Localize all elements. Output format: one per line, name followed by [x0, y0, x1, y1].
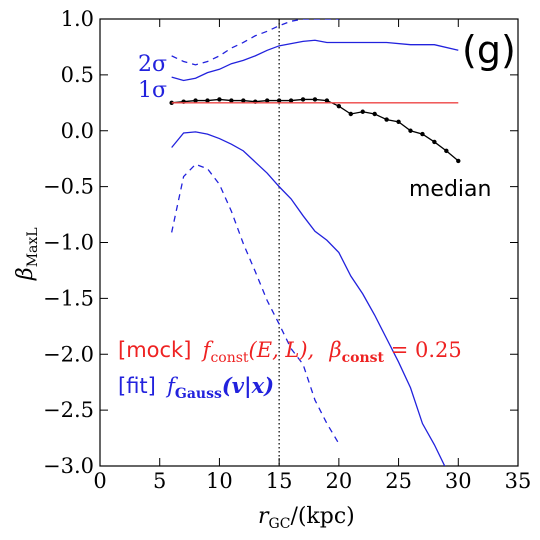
x-tick-label: 25 — [385, 469, 412, 493]
one-sigma-label: 1σ — [138, 78, 167, 103]
fit-f-sub: Gauss — [175, 386, 222, 402]
median-point — [420, 131, 425, 137]
median-point — [241, 98, 246, 103]
axis-ticks — [99, 18, 519, 467]
x-tick-label: 0 — [93, 469, 106, 493]
median-point — [169, 100, 174, 106]
mock-tag: [mock] — [118, 338, 191, 362]
median-point — [432, 139, 437, 145]
y-tick-label: −1.0 — [43, 231, 94, 255]
median-point — [348, 111, 353, 117]
fit-annotation: [fit] fGauss(v|x) — [118, 373, 274, 402]
median-point — [396, 119, 401, 125]
median-point — [265, 98, 270, 103]
x-tick-label: 35 — [505, 469, 532, 493]
fit-f: f — [165, 374, 178, 398]
median-line — [171, 98, 459, 162]
plot-area — [169, 19, 461, 466]
median-point — [288, 98, 294, 103]
x-tick-label: 20 — [325, 469, 352, 493]
two-sigma-upper-line — [171, 19, 339, 66]
y-axis-label: βMaxL — [13, 227, 41, 281]
x-axis-label-main: r — [258, 504, 270, 529]
y-tick-label: −2.5 — [43, 398, 94, 422]
median-point — [217, 97, 222, 102]
y-tick-label: −0.5 — [43, 175, 94, 199]
mock-beta-sub: const — [342, 350, 385, 366]
mock-args: (E, L), — [249, 338, 315, 362]
two-sigma-label: 2σ — [138, 52, 167, 77]
y-axis-label-main: β — [13, 267, 38, 281]
y-tick-label: 0.0 — [61, 119, 94, 143]
median-point — [312, 97, 318, 102]
y-tick-label: −2.0 — [43, 342, 94, 366]
panel-label: (g) — [462, 28, 516, 72]
fit-args: (v|x) — [222, 373, 274, 398]
series-layer — [169, 19, 461, 466]
median-point — [360, 109, 365, 114]
median-point — [456, 158, 461, 164]
two-sigma-lower-line — [171, 163, 340, 444]
y-tick-label: −1.5 — [43, 286, 94, 310]
median-point — [193, 98, 198, 103]
median-point — [408, 128, 413, 133]
one-sigma-upper-line — [171, 39, 459, 82]
median-point — [205, 98, 210, 103]
y-axis-label-sub: MaxL — [25, 227, 41, 267]
median-point — [336, 103, 342, 109]
x-tick-label: 15 — [266, 469, 293, 493]
median-point — [276, 98, 282, 103]
mock-annotation: [mock] fconst(E, L), βconst = 0.25 — [118, 338, 462, 366]
median-point — [300, 97, 306, 102]
fit-tag: [fit] — [118, 374, 156, 398]
y-tick-label: 1.0 — [61, 7, 94, 31]
median-point — [324, 98, 330, 103]
one-sigma-lower-line — [171, 131, 446, 466]
median-point — [372, 111, 377, 117]
tick-labels: 0 5 10 15 20 25 30 35 1.0 0.5 0.0 −0.5 −1.0 −1.5 −2.0 −… — [43, 7, 531, 493]
mock-f: f — [201, 338, 214, 362]
x-tick-label: 5 — [153, 469, 166, 493]
y-tick-label: −3.0 — [43, 454, 94, 478]
x-tick-label: 10 — [206, 469, 233, 493]
x-axis-label: rGC/(kpc) — [258, 504, 355, 532]
mock-f-sub: const — [210, 350, 248, 366]
median-point — [444, 148, 449, 154]
median-point — [384, 117, 389, 122]
median-label: median — [409, 177, 491, 202]
x-axis-label-sub: GC — [269, 516, 291, 532]
mock-value: = 0.25 — [384, 338, 462, 362]
x-tick-label: 30 — [445, 469, 472, 493]
x-axis-label-rest: /(kpc) — [290, 504, 354, 529]
mock-beta: β — [328, 338, 341, 362]
y-tick-label: 0.5 — [61, 63, 94, 87]
median-point — [229, 98, 234, 103]
